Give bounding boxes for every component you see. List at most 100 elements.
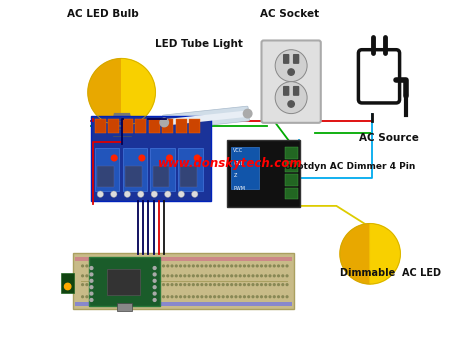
Circle shape	[197, 296, 199, 297]
Circle shape	[150, 284, 152, 285]
Circle shape	[205, 265, 207, 267]
Circle shape	[231, 296, 233, 297]
Circle shape	[107, 284, 109, 285]
Circle shape	[90, 296, 92, 297]
FancyBboxPatch shape	[97, 166, 114, 187]
FancyBboxPatch shape	[117, 303, 132, 311]
Circle shape	[107, 275, 109, 277]
Circle shape	[239, 296, 241, 297]
Circle shape	[269, 275, 271, 277]
Circle shape	[146, 296, 147, 297]
Circle shape	[141, 296, 143, 297]
Circle shape	[146, 284, 147, 285]
Circle shape	[269, 265, 271, 267]
Circle shape	[180, 275, 182, 277]
Circle shape	[227, 284, 228, 285]
Circle shape	[201, 265, 203, 267]
Circle shape	[111, 155, 117, 161]
Polygon shape	[340, 224, 370, 284]
Circle shape	[201, 296, 203, 297]
Circle shape	[261, 275, 263, 277]
Circle shape	[133, 284, 135, 285]
Circle shape	[235, 275, 237, 277]
FancyBboxPatch shape	[284, 188, 298, 199]
Circle shape	[286, 284, 288, 285]
Circle shape	[239, 275, 241, 277]
Circle shape	[188, 284, 190, 285]
Polygon shape	[88, 59, 122, 126]
Circle shape	[141, 284, 143, 285]
Circle shape	[153, 299, 156, 301]
Circle shape	[273, 296, 275, 297]
FancyBboxPatch shape	[150, 148, 175, 191]
Circle shape	[244, 275, 246, 277]
Circle shape	[94, 296, 96, 297]
Circle shape	[153, 292, 156, 295]
Circle shape	[111, 296, 113, 297]
Circle shape	[97, 191, 103, 197]
Text: Dimmable  AC LED: Dimmable AC LED	[340, 268, 441, 278]
Circle shape	[111, 265, 113, 267]
Text: Z: Z	[234, 173, 237, 178]
Circle shape	[158, 296, 160, 297]
Circle shape	[269, 296, 271, 297]
Circle shape	[222, 265, 224, 267]
Circle shape	[133, 275, 135, 277]
Circle shape	[160, 118, 168, 127]
Circle shape	[103, 296, 105, 297]
Circle shape	[180, 296, 182, 297]
Circle shape	[153, 279, 156, 282]
FancyBboxPatch shape	[73, 253, 294, 309]
Circle shape	[265, 296, 267, 297]
FancyBboxPatch shape	[262, 40, 321, 123]
FancyBboxPatch shape	[283, 55, 289, 63]
Circle shape	[158, 265, 160, 267]
Circle shape	[171, 284, 173, 285]
Circle shape	[99, 284, 100, 285]
Circle shape	[146, 275, 147, 277]
Circle shape	[167, 155, 173, 161]
Circle shape	[128, 284, 130, 285]
Circle shape	[184, 296, 186, 297]
Circle shape	[188, 265, 190, 267]
Circle shape	[150, 265, 152, 267]
Circle shape	[273, 275, 275, 277]
Circle shape	[227, 275, 228, 277]
Circle shape	[180, 265, 182, 267]
Circle shape	[192, 284, 194, 285]
Circle shape	[248, 284, 250, 285]
Circle shape	[171, 265, 173, 267]
Circle shape	[184, 265, 186, 267]
Circle shape	[151, 191, 157, 197]
Circle shape	[94, 284, 96, 285]
Circle shape	[261, 296, 263, 297]
Circle shape	[110, 191, 117, 197]
Circle shape	[218, 284, 220, 285]
Circle shape	[171, 275, 173, 277]
Circle shape	[214, 284, 216, 285]
Circle shape	[188, 275, 190, 277]
Circle shape	[154, 284, 156, 285]
Circle shape	[107, 265, 109, 267]
Circle shape	[256, 265, 258, 267]
Circle shape	[124, 275, 126, 277]
Circle shape	[205, 296, 207, 297]
Circle shape	[107, 296, 109, 297]
Circle shape	[235, 284, 237, 285]
Circle shape	[90, 275, 92, 277]
Text: AC LED Bulb: AC LED Bulb	[67, 9, 138, 19]
Circle shape	[231, 284, 233, 285]
Circle shape	[128, 296, 130, 297]
Circle shape	[103, 284, 105, 285]
Circle shape	[275, 82, 307, 114]
Circle shape	[231, 275, 233, 277]
Circle shape	[222, 296, 224, 297]
Circle shape	[286, 275, 288, 277]
Circle shape	[178, 191, 184, 197]
Circle shape	[218, 275, 220, 277]
Circle shape	[163, 284, 164, 285]
Circle shape	[137, 265, 139, 267]
Circle shape	[227, 296, 228, 297]
FancyBboxPatch shape	[75, 302, 292, 306]
Circle shape	[192, 265, 194, 267]
